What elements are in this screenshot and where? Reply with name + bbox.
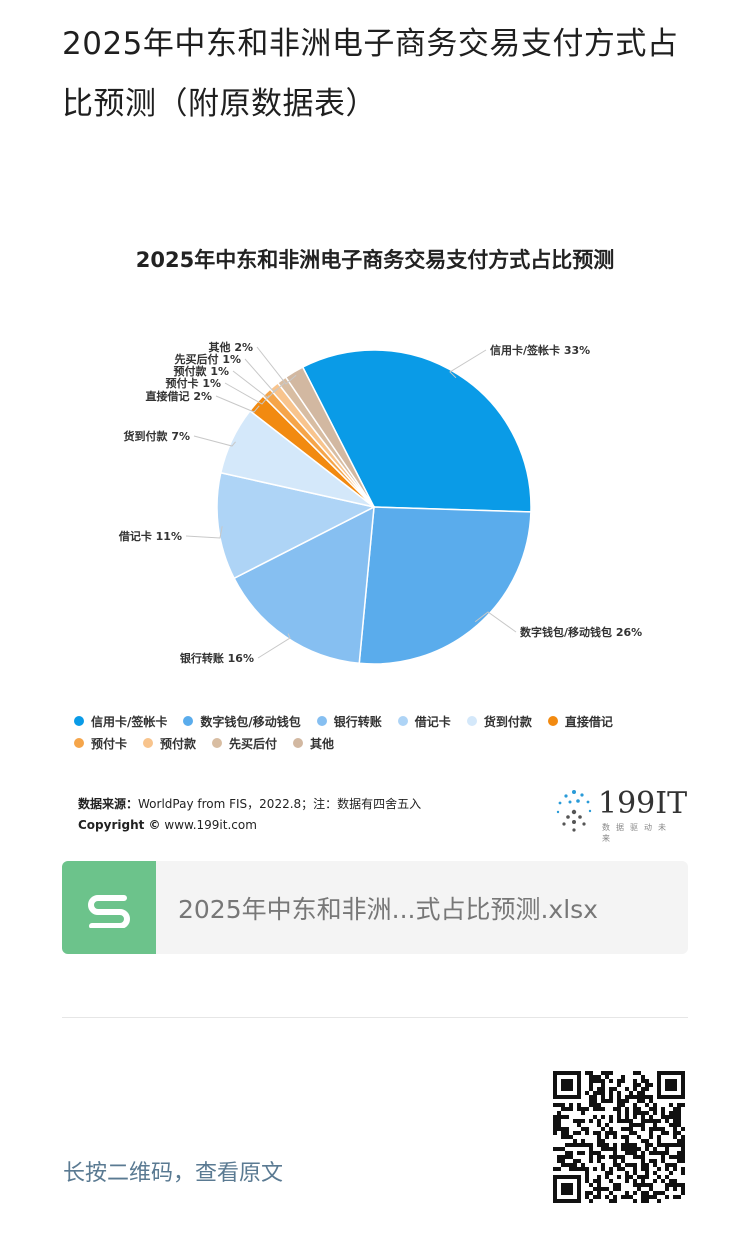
legend-item: 数字钱包/移动钱包 [183,712,301,730]
slice-label: 先买后付 1% [174,352,241,366]
leader-line [257,633,291,659]
legend-dot-icon [293,738,304,748]
pie-slice [301,349,532,513]
legend-item: 借记卡 [397,712,451,730]
legend-item: 直接借记 [547,712,613,730]
legend-label: 货到付款 [483,714,532,729]
legend-item: 货到付款 [466,712,532,730]
legend-dot-icon [143,738,154,748]
legend-item: 信用卡/签帐卡 [74,712,167,730]
legend-label: 信用卡/签帐卡 [91,714,168,729]
legend-dot-icon [466,716,477,726]
legend-dot-icon [74,738,84,748]
copyright-label: Copyright © [78,818,161,832]
pie-slice [358,506,532,665]
slice-label: 数字钱包/移动钱包 26% [520,625,642,639]
logo-text: 199IT [598,786,688,821]
legend-item: 其他 [293,734,334,752]
slice-label: 银行转账 16% [180,651,254,665]
leader-line [244,358,285,393]
leader-line [256,346,297,385]
source-note: 数据来源：WorldPay from FIS，2022.8；注：数据有四舍五入 … [78,794,421,836]
legend-label: 其他 [310,736,335,751]
leader-line [215,395,260,413]
chart-legend: 信用卡/签帐卡 数字钱包/移动钱包 银行转账 借记卡 货到付款 直接借记预付卡 预付款 先买后… [74,712,694,752]
divider [62,1017,688,1018]
slice-label: 货到付款 7% [122,429,190,443]
legend-label: 银行转账 [333,714,382,729]
copyright-text: www.199it.com [164,818,257,832]
legend-dot-icon [74,716,84,726]
source-text: WorldPay from FIS，2022.8；注：数据有四舍五入 [138,797,422,811]
file-attachment-card[interactable]: 2025年中东和非洲...式占比预测.xlsx [62,861,688,954]
read-original-link[interactable]: 长按二维码，查看原文 [63,1161,284,1186]
legend-item: 预付卡 [74,734,127,752]
pie-slice [233,505,375,665]
logo-199it: 199IT 数据驱动未来 [552,786,687,843]
legend-label: 预付款 [160,736,197,751]
slice-label: 借记卡 11% [118,529,182,543]
legend-dot-icon [397,716,408,726]
logo-dots-icon [556,790,592,832]
logo-tagline: 数据驱动未来 [602,823,672,843]
spreadsheet-icon [62,861,156,954]
qr-code-icon[interactable] [553,1071,685,1203]
legend-dot-icon [316,716,327,726]
legend-label: 借记卡 [414,714,451,729]
chart-title: 2025年中东和非洲电子商务交易支付方式占比预测 [135,248,615,272]
legend-item: 预付款 [143,734,196,752]
legend-item: 先买后付 [212,734,277,752]
page-title: 2025年中东和非洲电子商务交易支付方式占比预测（附原数据表） [62,26,679,122]
slice-label: 其他 2% [208,340,253,354]
legend-dot-icon [183,716,194,726]
pie-chart: 信用卡/签帐卡 33% 数字钱包/移动钱包 26% 银行转账 16% 借记卡 11% 货… [118,340,642,665]
legend-label: 先买后付 [229,736,278,751]
leader-line [224,382,270,405]
slice-label: 信用卡/签帐卡 33% [490,343,590,357]
source-label: 数据来源： [78,797,139,811]
leader-line [474,611,517,633]
legend-label: 直接借记 [564,714,613,729]
legend-dot-icon [547,716,558,726]
pie-slice [216,471,377,580]
leader-line [185,526,223,539]
pie-slice [284,366,375,508]
leader-line [193,435,236,447]
slice-label: 直接借记 2% [145,389,212,403]
legend-label: 预付卡 [91,736,128,751]
legend-label: 数字钱包/移动钱包 [200,714,301,729]
leader-line [449,349,487,379]
slice-label: 预付卡 1% [165,376,221,390]
file-name: 2025年中东和非洲...式占比预测.xlsx [178,894,598,924]
slice-label: 预付款 1% [173,364,229,378]
legend-dot-icon [212,738,223,748]
legend-item: 银行转账 [316,712,382,730]
